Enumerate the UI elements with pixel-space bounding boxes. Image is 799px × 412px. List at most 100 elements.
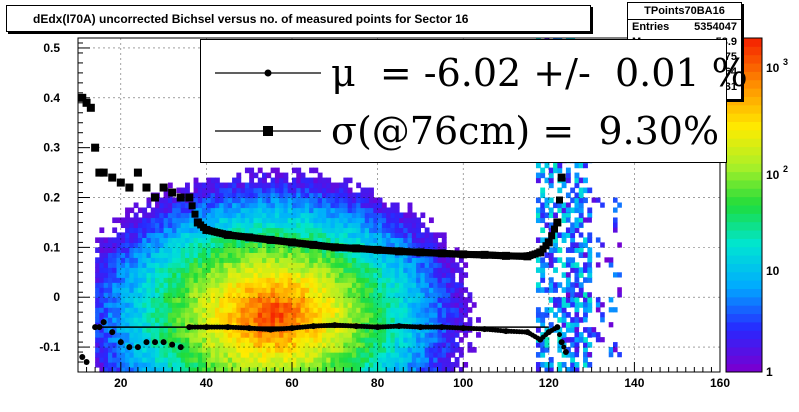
- heatmap-cell: [613, 342, 618, 348]
- heatmap-cell: [163, 252, 169, 258]
- heatmap-cell: [185, 237, 190, 243]
- heatmap-cell: [189, 307, 195, 313]
- heatmap-cell: [189, 257, 195, 263]
- heatmap-cell: [133, 267, 139, 273]
- heatmap-cell: [253, 322, 259, 328]
- heatmap-cell: [163, 337, 169, 343]
- heatmap-cell: [441, 302, 447, 308]
- heatmap-cell: [595, 297, 601, 303]
- heatmap-cell: [95, 287, 100, 293]
- heatmap-cell: [420, 352, 426, 358]
- heatmap-cell: [296, 362, 302, 368]
- heatmap-cell: [103, 267, 109, 273]
- heatmap-cell: [360, 292, 366, 298]
- heatmap-cell: [197, 182, 203, 189]
- heatmap-cell: [185, 222, 190, 229]
- heatmap-cell: [214, 247, 220, 253]
- heatmap-cell: [390, 237, 396, 243]
- heatmap-cell: [313, 212, 319, 219]
- heatmap-cell: [249, 337, 255, 343]
- heatmap-cell: [214, 332, 220, 338]
- heatmap-cell: [386, 307, 392, 313]
- heatmap-cell: [270, 197, 276, 204]
- heatmap-cell: [600, 242, 605, 248]
- heatmap-cell: [180, 347, 186, 353]
- heatmap-cell: [155, 257, 160, 263]
- heatmap-cell: [411, 292, 417, 298]
- heatmap-cell: [206, 262, 212, 268]
- heatmap-cell: [416, 352, 421, 358]
- heatmap-cell: [343, 362, 349, 368]
- heatmap-cell: [565, 167, 571, 174]
- heatmap-cell: [587, 187, 593, 194]
- heatmap-cell: [437, 332, 443, 338]
- heatmap-cell: [202, 352, 207, 358]
- heatmap-cell: [565, 207, 571, 213]
- heatmap-cell: [202, 312, 207, 318]
- heatmap-cell: [317, 252, 323, 258]
- heatmap-cell: [116, 302, 122, 308]
- heatmap-cell: [249, 332, 255, 338]
- heatmap-cell: [390, 272, 396, 278]
- heatmap-cell: [411, 327, 417, 333]
- heatmap-cell: [364, 282, 370, 288]
- heatmap-cell: [155, 347, 160, 353]
- heatmap-cell: [197, 232, 203, 239]
- heatmap-cell: [330, 367, 336, 373]
- heatmap-cell: [223, 257, 229, 263]
- heatmap-cell: [304, 352, 310, 358]
- heatmap-cell: [172, 237, 178, 243]
- heatmap-cell: [399, 367, 404, 373]
- heatmap-cell: [373, 352, 379, 358]
- heatmap-cell: [450, 267, 456, 273]
- sigma-point: [499, 252, 507, 260]
- heatmap-cell: [454, 307, 460, 313]
- heatmap-cell: [197, 332, 203, 338]
- heatmap-cell: [232, 347, 237, 353]
- heatmap-cell: [197, 337, 203, 343]
- heatmap-cell: [339, 197, 344, 204]
- sigma-point: [221, 230, 229, 238]
- heatmap-cell: [146, 252, 152, 258]
- heatmap-cell: [133, 202, 139, 209]
- heatmap-cell: [125, 367, 130, 373]
- heatmap-cell: [394, 362, 400, 368]
- heatmap-cell: [309, 192, 314, 199]
- heatmap-cell: [270, 367, 276, 373]
- heatmap-cell: [253, 257, 259, 263]
- heatmap-cell: [240, 362, 246, 368]
- heatmap-cell: [296, 197, 302, 204]
- heatmap-cell: [232, 332, 237, 338]
- heatmap-cell: [604, 257, 610, 263]
- heatmap-cell: [467, 347, 473, 353]
- color-scale-band: [726, 238, 762, 248]
- heatmap-cell: [369, 207, 374, 214]
- heatmap-cell: [227, 307, 233, 313]
- heatmap-cell: [292, 322, 297, 328]
- heatmap-cell: [283, 357, 289, 363]
- heatmap-cell: [159, 247, 165, 253]
- heatmap-cell: [180, 357, 186, 363]
- y-axis-ticks: -0.100.10.20.30.40.5: [39, 41, 90, 373]
- heatmap-cell: [279, 197, 285, 204]
- heatmap-cell: [304, 287, 310, 293]
- heatmap-cell: [159, 302, 165, 308]
- heatmap-cell: [326, 257, 332, 263]
- heatmap-cell: [330, 357, 336, 363]
- mu-point: [500, 328, 506, 334]
- heatmap-cell: [377, 202, 383, 209]
- heatmap-cell: [210, 307, 216, 313]
- heatmap-cell: [386, 327, 392, 333]
- heatmap-cell: [330, 347, 336, 353]
- heatmap-cell: [416, 307, 421, 313]
- heatmap-cell: [458, 317, 464, 323]
- heatmap-cell: [326, 227, 332, 234]
- sigma-point: [521, 252, 529, 260]
- heatmap-cell: [116, 357, 122, 363]
- heatmap-cell: [163, 302, 169, 308]
- heatmap-cell: [574, 337, 580, 343]
- heatmap-cell: [574, 242, 580, 248]
- heatmap-cell: [433, 312, 439, 318]
- heatmap-cell: [321, 357, 327, 363]
- heatmap-cell: [386, 222, 392, 229]
